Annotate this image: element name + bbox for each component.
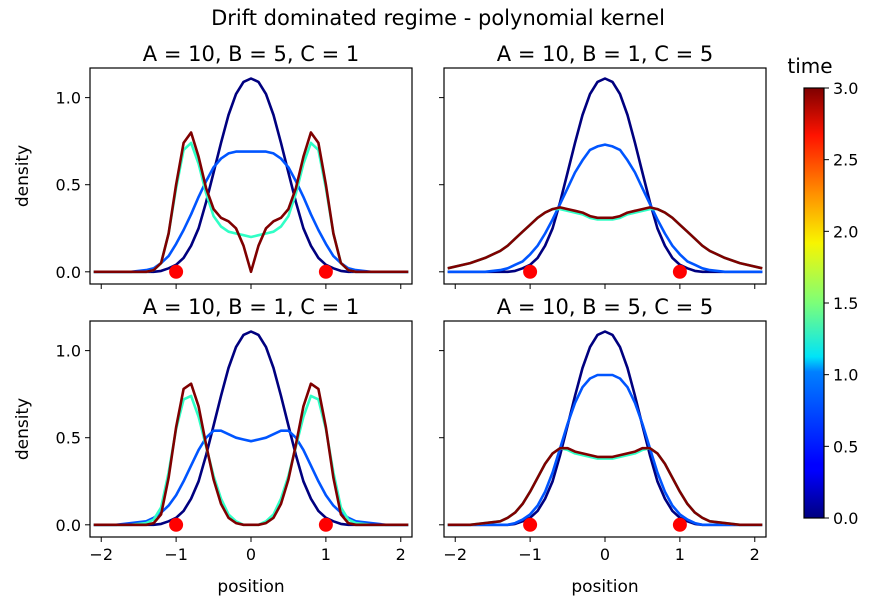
particle-marker (169, 517, 184, 532)
x-tick-label: −1 (518, 545, 542, 564)
density-curve-t1 (93, 394, 409, 527)
y-tick-label: 1.0 (56, 342, 81, 361)
axes-frame (443, 320, 767, 538)
colorbar-tick-label: 0.0 (833, 509, 858, 528)
colorbar-label: time (787, 54, 832, 78)
panel-title: A = 10, B = 1, C = 1 (143, 295, 359, 319)
density-curve-t0.5 (93, 429, 409, 527)
y-tick-label: 0.5 (56, 176, 81, 195)
x-tick-label: 1 (321, 545, 331, 564)
y-tick-label: 1.0 (56, 89, 81, 108)
x-tick-label: −1 (164, 545, 188, 564)
panel-top-left: A = 10, B = 5, C = 1 0.0 0.5 1.0 density (13, 42, 413, 289)
density-curve-t0.5 (447, 143, 763, 274)
density-curve-t0 (93, 77, 409, 274)
x-tick-label: 2 (750, 545, 760, 564)
colorbar-tick-label: 2.0 (833, 222, 858, 241)
colorbar-tick-label: 2.5 (833, 151, 858, 170)
colorbar-tick-label: 1.0 (833, 366, 858, 385)
colorbar-gradient (803, 87, 825, 519)
colorbar: time 0.0 0.5 1.0 1.5 2.0 2.5 3.0 (787, 54, 858, 528)
x-tick-label: 2 (396, 545, 406, 564)
x-tick-label: −2 (89, 545, 113, 564)
density-curve-t0 (447, 77, 763, 274)
x-tick-label: −2 (443, 545, 467, 564)
panel-title: A = 10, B = 1, C = 5 (497, 42, 713, 66)
density-curve-t0.5 (93, 150, 409, 274)
particle-marker (318, 264, 333, 279)
density-curve-t1 (93, 141, 409, 274)
particle-marker (672, 264, 687, 279)
density-curve-t0 (93, 330, 409, 527)
density-curve-t1 (447, 446, 763, 527)
colorbar-tick-label: 1.5 (833, 294, 858, 313)
density-curve-t3 (447, 206, 763, 270)
particle-marker (523, 517, 538, 532)
density-curve-t3 (93, 382, 409, 527)
density-curve-t0.5 (447, 373, 763, 527)
density-curve-t3 (93, 131, 409, 274)
panel-title: A = 10, B = 5, C = 5 (497, 295, 713, 319)
suptitle: Drift dominated regime - polynomial kern… (211, 6, 665, 30)
x-tick-label: 0 (246, 545, 256, 564)
axes-frame (89, 67, 413, 285)
particle-marker (523, 264, 538, 279)
particle-marker (672, 517, 687, 532)
panel-bottom-right: A = 10, B = 5, C = 5 −2 −1 0 1 2 position (439, 295, 767, 597)
panel-title: A = 10, B = 5, C = 1 (143, 42, 359, 66)
y-tick-label: 0.5 (56, 429, 81, 448)
particle-marker (169, 264, 184, 279)
colorbar-tick-label: 3.0 (833, 79, 858, 98)
x-axis-label: position (217, 577, 284, 597)
y-axis-label: density (13, 145, 33, 207)
y-tick-label: 0.0 (56, 516, 81, 535)
x-axis-label: position (571, 577, 638, 597)
panel-top-right: A = 10, B = 1, C = 5 (439, 42, 767, 289)
y-axis-label: density (13, 398, 33, 460)
density-curve-t0 (447, 330, 763, 527)
x-tick-label: 0 (600, 545, 610, 564)
axes-frame (89, 320, 413, 538)
y-tick-label: 0.0 (56, 263, 81, 282)
colorbar-tick-label: 0.5 (833, 437, 858, 456)
x-tick-label: 1 (675, 545, 685, 564)
axes-frame (443, 67, 767, 285)
particle-marker (318, 517, 333, 532)
density-curve-t3 (447, 446, 763, 527)
panel-bottom-left: A = 10, B = 1, C = 1 −2 −1 0 1 2 0.0 0.5 1.0 dens… (13, 295, 413, 597)
